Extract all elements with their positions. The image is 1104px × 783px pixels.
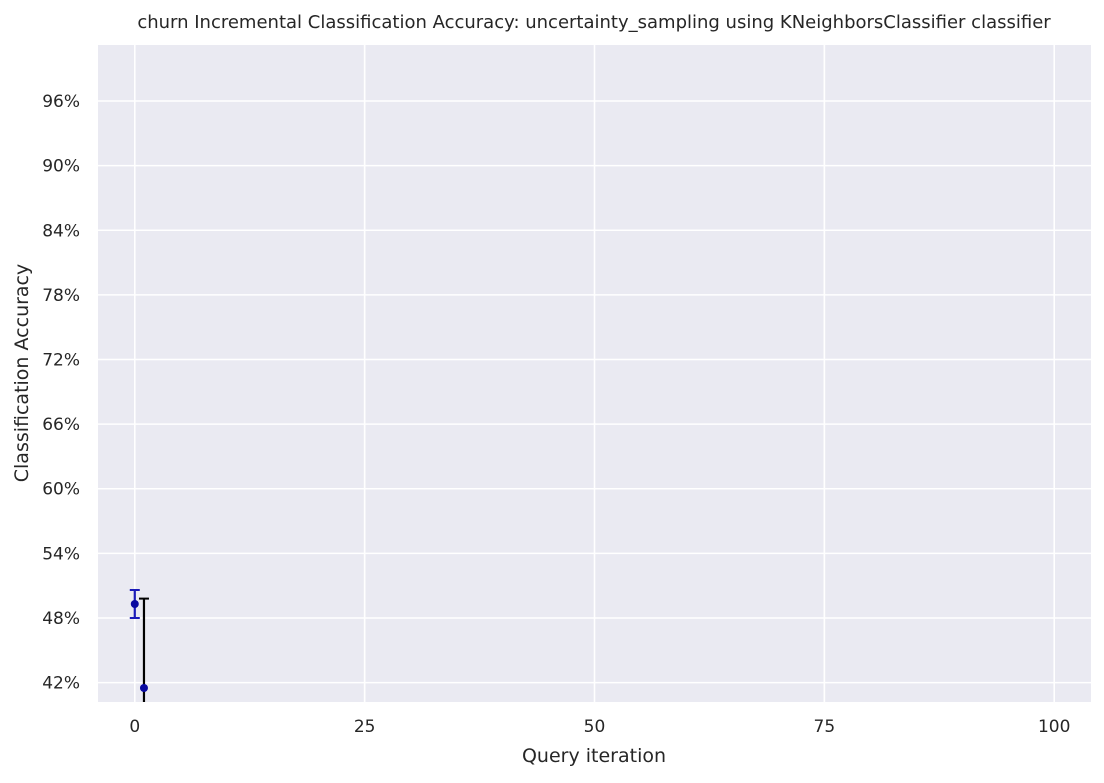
x-tick-label: 50 [584, 717, 606, 737]
chart-title: churn Incremental Classification Accurac… [137, 12, 1051, 33]
x-tick-label: 0 [129, 717, 140, 737]
y-tick-label: 84% [42, 221, 80, 241]
y-tick-label: 72% [42, 350, 80, 370]
y-tick-label: 42% [42, 674, 80, 694]
y-tick-label: 90% [42, 157, 80, 177]
gridlines [98, 45, 1091, 702]
y-tick-label: 60% [42, 480, 80, 500]
x-tick-label: 25 [354, 717, 376, 737]
y-tick-label: 48% [42, 609, 80, 629]
x-tick-label: 75 [814, 717, 836, 737]
x-axis-label: Query iteration [522, 745, 666, 767]
y-tick-labels: 42% 48% 54% 60% 66% 72% 78% 84% 90% 96% [42, 92, 80, 694]
data-point [139, 683, 148, 692]
y-tick-label: 66% [42, 415, 80, 435]
x-tick-labels: 0 25 50 75 100 [129, 717, 1070, 737]
y-tick-label: 78% [42, 286, 80, 306]
y-tick-label: 96% [42, 92, 80, 112]
y-tick-label: 54% [42, 544, 80, 564]
data-points [129, 588, 149, 702]
y-axis-label: Classification Accuracy [11, 264, 33, 483]
x-tick-label: 100 [1038, 717, 1070, 737]
data-point [130, 599, 139, 608]
